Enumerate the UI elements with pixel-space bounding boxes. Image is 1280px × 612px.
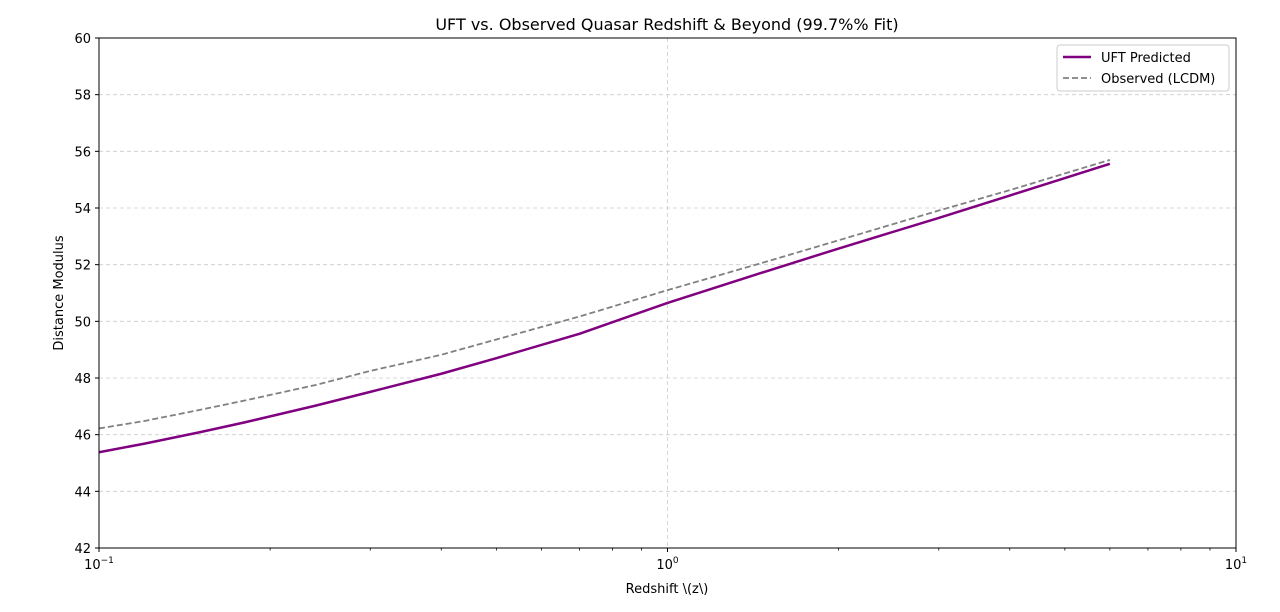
y-tick-label: 50 — [74, 315, 91, 330]
ticks: 42 44 46 48 50 52 54 56 58 60 10−1 100 101 — [74, 32, 1247, 573]
x-axis-label: Redshift \(z\) — [626, 582, 709, 597]
legend-box — [1056, 44, 1230, 92]
y-tick-label: 60 — [74, 32, 91, 47]
series-line-observed-lcdm — [98, 158, 1111, 430]
y-tick-label: 46 — [74, 429, 91, 444]
series-line-uft-predicted — [98, 162, 1111, 454]
x-tick-label: 101 — [1225, 556, 1247, 573]
y-tick-label: 54 — [74, 202, 91, 217]
legend: UFT Predicted Observed (LCDM) — [1056, 44, 1230, 92]
y-axis-label: Distance Modulus — [52, 235, 67, 350]
legend-label-uft: UFT Predicted — [1101, 51, 1191, 66]
x-tick-label: 100 — [656, 556, 679, 573]
y-tick-label: 42 — [74, 542, 91, 557]
y-tick-label: 58 — [74, 89, 91, 104]
y-tick-label: 48 — [74, 372, 91, 387]
y-tick-label: 52 — [74, 259, 91, 274]
chart-title: UFT vs. Observed Quasar Redshift & Beyon… — [435, 15, 898, 34]
x-tick-label: 10−1 — [84, 556, 114, 573]
y-tick-label: 44 — [74, 485, 91, 500]
y-tick-label: 56 — [74, 145, 91, 160]
series-layer — [98, 158, 1111, 454]
legend-label-observed: Observed (LCDM) — [1101, 72, 1215, 87]
